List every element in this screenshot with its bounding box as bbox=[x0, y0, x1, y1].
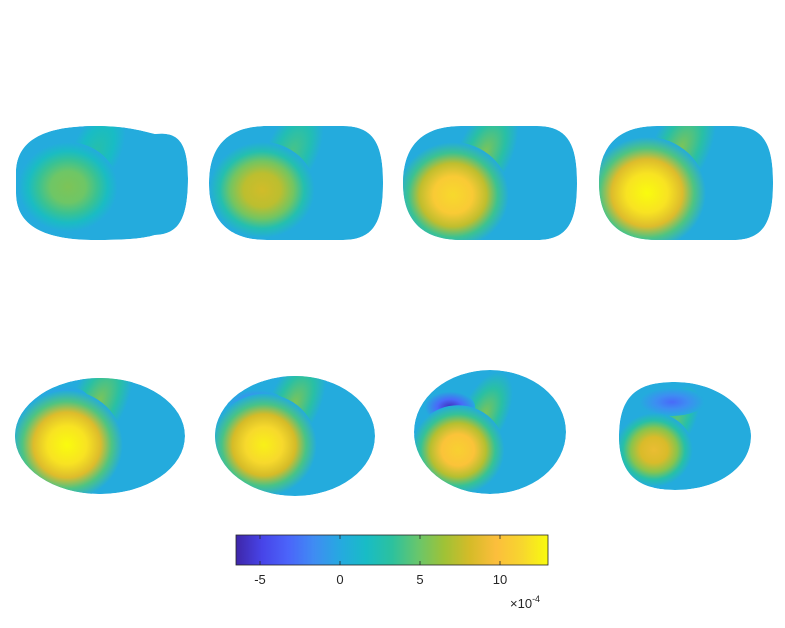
heatmap-panel bbox=[599, 126, 773, 240]
panel-peak-blob bbox=[209, 142, 315, 238]
heatmap-panel bbox=[14, 377, 186, 495]
heatmap-panels bbox=[14, 126, 773, 496]
panel-peak-blob bbox=[403, 142, 509, 240]
colorbar-tick-label: 10 bbox=[493, 572, 507, 587]
panel-peak-blob bbox=[14, 390, 123, 495]
colorbar: -5 0 5 10 ×10-4 bbox=[235, 534, 549, 611]
colorbar-tick-label: 5 bbox=[416, 572, 423, 587]
colorbar-tick-label: -5 bbox=[254, 572, 266, 587]
panel-peak-blob bbox=[414, 405, 505, 494]
colorbar-gradient bbox=[235, 534, 549, 566]
colorbar-tick-label: 0 bbox=[336, 572, 343, 587]
heatmap-panel bbox=[16, 126, 188, 240]
colorbar-exponent-power: -4 bbox=[532, 594, 540, 604]
heatmap-panel bbox=[403, 126, 577, 240]
panel-negative-region bbox=[639, 388, 705, 416]
panel-peak-blob bbox=[619, 413, 693, 487]
heatmap-panel bbox=[414, 370, 566, 494]
colorbar-exponent: ×10-4 bbox=[510, 594, 540, 611]
panel-peak-blob bbox=[215, 393, 317, 496]
heatmap-panel bbox=[619, 382, 751, 490]
panel-peak-blob bbox=[18, 142, 118, 232]
colorbar-exponent-base: ×10 bbox=[510, 596, 532, 611]
heatmap-panel bbox=[209, 126, 383, 240]
panel-peak-blob bbox=[599, 137, 706, 240]
heatmap-panel bbox=[215, 376, 375, 496]
